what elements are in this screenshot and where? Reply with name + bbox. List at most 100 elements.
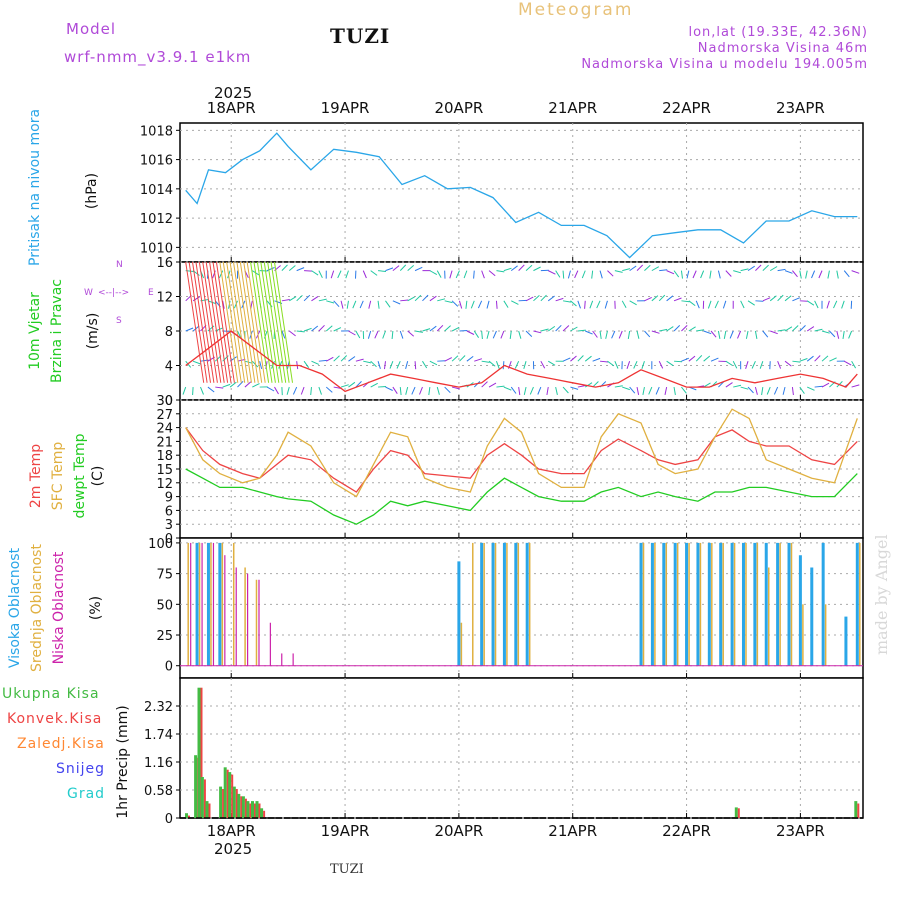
wind-arrow <box>303 327 312 332</box>
wind-arrow <box>384 361 386 370</box>
wind-arrow <box>444 357 453 362</box>
wind-arrow <box>378 270 387 272</box>
y-tick-label: 2.32 <box>144 700 173 715</box>
wind-arrow <box>777 361 782 369</box>
wind-arrow <box>818 270 823 279</box>
wind-arrow <box>814 328 823 332</box>
coords-label: lon,lat (19.33E, 42.36N) <box>688 25 868 40</box>
y-tick-label: 1010 <box>140 241 173 256</box>
elevation-label: Nadmorska Visina 46m <box>697 41 868 56</box>
wind-arrow <box>474 358 483 362</box>
compass-e: E <box>148 288 154 298</box>
bottom-day-label: 19APR <box>321 822 370 840</box>
wind-arrow <box>725 382 733 388</box>
footer-station: TUZI <box>330 862 364 877</box>
wind-arrow <box>237 330 242 339</box>
y-tick-label: 25 <box>156 629 173 644</box>
wind-arrow <box>405 386 409 395</box>
wind-arrow <box>540 294 547 302</box>
wind-arrow <box>318 324 325 332</box>
wind-arrow <box>523 361 527 369</box>
wind-arrow <box>311 270 319 276</box>
legend-rain-total: Ukupna Kisa <box>2 686 100 702</box>
bottom-day-label: 22APR <box>662 822 711 840</box>
wind-arrow <box>751 360 756 369</box>
wind-arrow <box>318 270 323 279</box>
wind-arrow <box>374 330 379 339</box>
wind-arrow <box>770 330 778 335</box>
wind-arrow <box>546 386 549 395</box>
wind-arrow <box>577 385 586 388</box>
wind-arrow <box>722 300 727 309</box>
wind-arrow <box>651 295 659 302</box>
wind-streak <box>209 261 229 383</box>
wind-arrow <box>495 300 498 309</box>
wind-arrow <box>574 270 579 279</box>
y-tick-label: 12 <box>156 477 173 492</box>
y-tick-label: 1.16 <box>144 756 173 771</box>
wind-arrow <box>318 386 322 395</box>
model-name: wrf-nmm_v3.9.1 e1km <box>64 48 252 66</box>
y-tick-label: 27 <box>156 408 173 423</box>
wind-arrow <box>754 386 758 395</box>
wind-streak <box>198 261 218 383</box>
wind-arrow <box>658 294 666 302</box>
wind-arrow <box>851 360 857 369</box>
wind-arrow <box>642 386 645 395</box>
compass-w: W <box>84 288 93 298</box>
precip-bar-conv <box>737 808 740 818</box>
y-tick-label: 0.58 <box>144 784 173 799</box>
panel-frame <box>179 122 864 263</box>
wind-arrow <box>792 360 801 363</box>
top-day-label: 20APR <box>434 99 483 117</box>
wind-arrow <box>496 270 505 273</box>
wind-arrow <box>807 386 815 391</box>
wind-arrow <box>391 330 394 340</box>
wind-arrow <box>799 386 805 394</box>
wind-arrow <box>673 270 680 278</box>
wind-arrow <box>777 294 784 302</box>
wind-arrow <box>385 267 394 272</box>
y-tick-label: 75 <box>156 568 173 583</box>
wind-arrow <box>510 265 518 272</box>
wind-arrow <box>340 300 344 309</box>
wind-arrow <box>466 330 475 335</box>
wind-arrow <box>348 381 356 388</box>
wind-arrow <box>769 266 778 272</box>
wind-panel: 0 4 8 12 16 <box>156 256 864 409</box>
wind-arrow <box>207 300 216 304</box>
wind-arrow <box>523 386 527 396</box>
wind-arrow <box>348 356 356 362</box>
wind-arrow <box>577 300 581 309</box>
wind-arrow <box>244 381 252 388</box>
precip-bar-total <box>223 767 227 818</box>
wind-arrow <box>407 265 415 272</box>
wind-arrow <box>355 330 361 339</box>
precip-bar-conv <box>231 774 234 818</box>
wind-arrow <box>584 355 592 362</box>
y-tick-label: 16 <box>156 256 173 271</box>
wind-arrow <box>710 330 717 338</box>
wind-arrow <box>725 270 732 277</box>
wind-arrow <box>359 300 364 309</box>
y-tick-label: 21 <box>156 435 173 450</box>
wind-arrow <box>836 270 839 279</box>
wind-arrow <box>629 300 637 306</box>
wind-arrow <box>288 330 296 337</box>
precip-bar-conv <box>226 769 229 818</box>
wind-arrow <box>584 300 586 309</box>
y-tick-label: 12 <box>156 291 173 306</box>
wind-arrow <box>488 382 497 388</box>
wind-arrow <box>333 355 340 362</box>
wind-arrow <box>437 298 446 302</box>
wind-arrow <box>562 270 565 279</box>
wind-arrow <box>762 297 771 302</box>
wind-arrow <box>281 299 290 302</box>
wind-arrow <box>814 300 819 309</box>
wind-arrow <box>252 383 260 388</box>
wind-arrow <box>518 386 521 396</box>
pressure-panel: 1010 1012 1014 1016 1018 <box>140 122 864 263</box>
wind-arrow <box>680 270 683 279</box>
precip-bar-conv <box>263 810 266 818</box>
wind-streak <box>243 261 263 383</box>
